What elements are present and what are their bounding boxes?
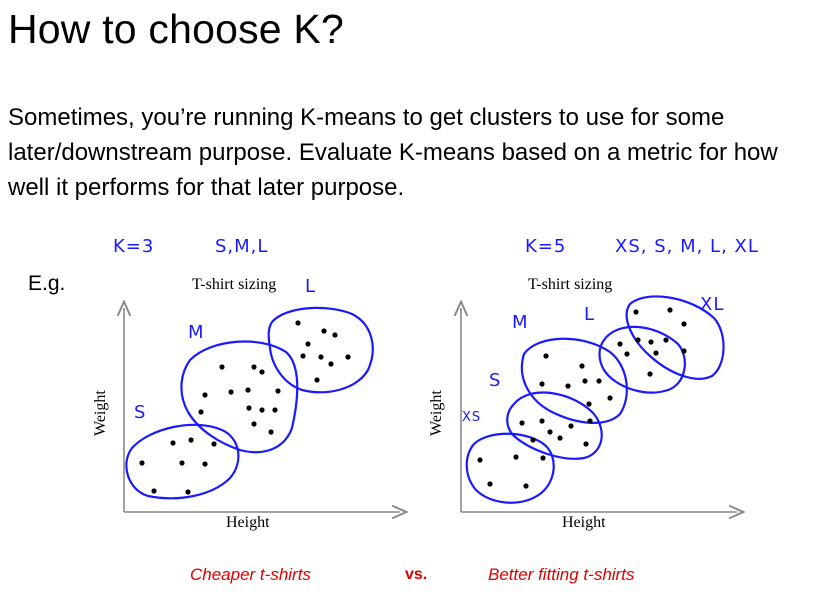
right-points xyxy=(477,307,687,489)
right-point xyxy=(477,457,483,463)
right-point xyxy=(579,363,585,369)
left-point xyxy=(345,354,351,360)
left-cluster-label-s: S xyxy=(134,402,147,423)
right-point xyxy=(530,437,536,443)
left-x-axis-label: Height xyxy=(226,514,270,531)
right-cluster-label-xl: XL xyxy=(700,294,725,315)
right-cluster-label-l: L xyxy=(584,304,596,325)
left-cluster-l-outline xyxy=(267,306,374,394)
left-point xyxy=(228,389,234,395)
left-plot-title: T-shirt sizing xyxy=(192,276,277,293)
right-point xyxy=(635,337,641,343)
right-point xyxy=(681,321,687,327)
right-point xyxy=(624,351,630,357)
left-point xyxy=(188,437,194,443)
right-point xyxy=(547,429,553,435)
left-point xyxy=(251,421,257,427)
left-sizes-annotation: S,M,L xyxy=(215,236,269,257)
right-cluster-s-outline xyxy=(506,391,603,460)
vs-label: vs. xyxy=(405,566,428,583)
right-point xyxy=(583,441,589,447)
right-cluster-label-xs: XS xyxy=(462,410,482,425)
left-point xyxy=(139,460,145,466)
left-point xyxy=(246,405,252,411)
left-point xyxy=(305,341,311,347)
slide-body-text: Sometimes, you’re running K-means to get… xyxy=(8,104,778,201)
right-point xyxy=(513,454,519,460)
right-point xyxy=(519,420,525,426)
left-point xyxy=(259,407,265,413)
right-point xyxy=(540,455,546,461)
left-point xyxy=(259,369,265,375)
right-caption: Better fitting t-shirts xyxy=(488,565,635,584)
right-point xyxy=(617,341,623,347)
right-point xyxy=(539,418,545,424)
left-point xyxy=(332,332,338,338)
right-point xyxy=(557,435,563,441)
left-point xyxy=(198,409,204,415)
right-point xyxy=(653,350,659,356)
right-point xyxy=(596,378,602,384)
right-point xyxy=(607,395,613,401)
right-cluster-outlines xyxy=(465,295,725,504)
left-point xyxy=(321,328,327,334)
example-label: E.g. xyxy=(28,272,66,295)
right-point xyxy=(648,339,654,345)
right-axes xyxy=(461,308,737,512)
left-axes xyxy=(124,308,400,512)
right-point xyxy=(587,418,593,424)
left-cluster-m-outline xyxy=(180,340,299,454)
left-point xyxy=(300,353,306,359)
left-point xyxy=(202,461,208,467)
right-point xyxy=(539,381,545,387)
left-caption: Cheaper t-shirts xyxy=(190,565,311,584)
left-points xyxy=(139,320,351,495)
left-point xyxy=(251,364,257,370)
left-point xyxy=(295,320,301,326)
left-point xyxy=(314,377,320,383)
left-k-annotation: K=3 xyxy=(113,236,155,257)
right-point xyxy=(667,307,673,313)
left-point xyxy=(268,429,274,435)
right-point xyxy=(663,337,669,343)
right-point xyxy=(647,371,653,377)
right-point xyxy=(565,383,571,389)
right-point xyxy=(582,378,588,384)
left-point xyxy=(151,488,157,494)
right-sizes-annotation: XS, S, M, L, XL xyxy=(615,236,759,257)
left-point xyxy=(272,407,278,413)
right-plot-title: T-shirt sizing xyxy=(528,276,613,293)
left-point xyxy=(170,440,176,446)
right-point xyxy=(568,423,574,429)
right-x-axis-label: Height xyxy=(562,514,606,531)
left-point xyxy=(328,361,334,367)
left-point xyxy=(318,354,324,360)
left-point xyxy=(179,460,185,466)
right-point xyxy=(523,483,529,489)
slide-title: How to choose K? xyxy=(8,6,344,52)
right-cluster-label-s: S xyxy=(489,370,502,391)
right-cluster-l-outline xyxy=(598,325,686,394)
right-point xyxy=(681,348,687,354)
right-cluster-label-m: M xyxy=(512,312,529,333)
left-cluster-s-outline xyxy=(125,423,240,500)
right-k-annotation: K=5 xyxy=(525,236,567,257)
right-point xyxy=(543,353,549,359)
right-point xyxy=(487,481,493,487)
left-point xyxy=(245,387,251,393)
left-cluster-label-m: M xyxy=(188,322,205,343)
left-point xyxy=(275,388,281,394)
left-point xyxy=(202,392,208,398)
left-point xyxy=(185,489,191,495)
right-point xyxy=(633,309,639,315)
right-cluster-xl-outline xyxy=(625,295,725,380)
right-cluster-xs-outline xyxy=(465,432,555,504)
left-point xyxy=(219,364,225,370)
left-cluster-outlines xyxy=(125,306,374,500)
right-point xyxy=(586,401,592,407)
right-cluster-m-outline xyxy=(520,337,628,424)
left-cluster-label-l: L xyxy=(305,276,317,297)
left-point xyxy=(211,441,217,447)
